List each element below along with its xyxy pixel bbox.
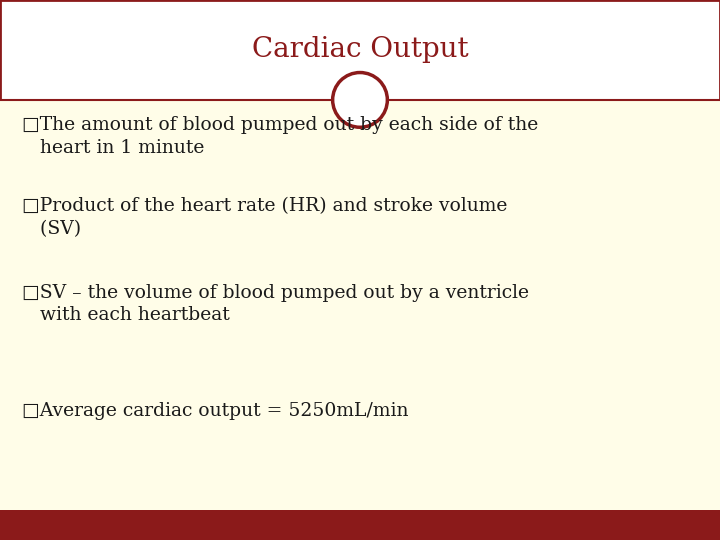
Text: □The amount of blood pumped out by each side of the
   heart in 1 minute: □The amount of blood pumped out by each …: [22, 116, 538, 157]
Text: □Average cardiac output = 5250mL/min: □Average cardiac output = 5250mL/min: [22, 402, 408, 420]
Ellipse shape: [333, 72, 387, 127]
Text: □Product of the heart rate (HR) and stroke volume
   (SV): □Product of the heart rate (HR) and stro…: [22, 197, 507, 238]
Text: Cardiac Output: Cardiac Output: [252, 36, 468, 63]
Text: □SV – the volume of blood pumped out by a ventricle
   with each heartbeat: □SV – the volume of blood pumped out by …: [22, 284, 528, 325]
FancyBboxPatch shape: [0, 510, 720, 540]
FancyBboxPatch shape: [0, 100, 720, 510]
